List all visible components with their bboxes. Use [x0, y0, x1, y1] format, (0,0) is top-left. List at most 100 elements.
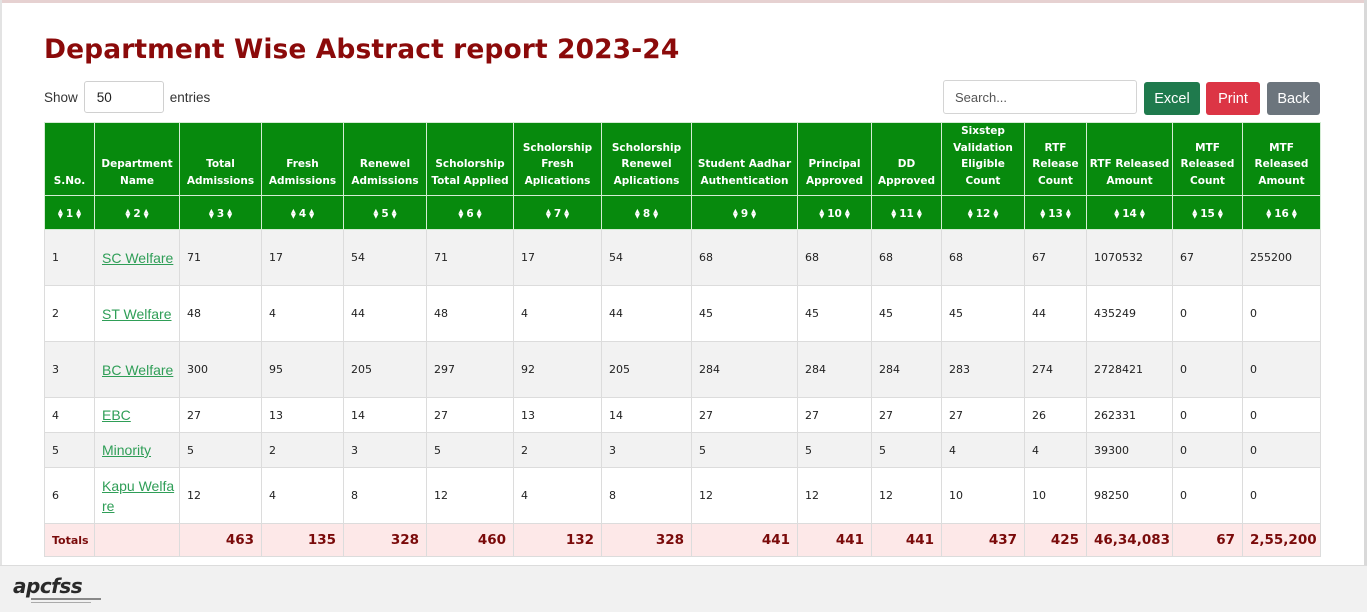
- sort-arrows-icon[interactable]: ▲ ▼: [1114, 207, 1120, 221]
- sort-row: ▲ ▼ 1 ▲ ▼ ▲ ▼ 2 ▲ ▼ ▲ ▼ 3 ▲ ▼ ▲ ▼ 4 ▲ ▼ ▲ ▼ 5 ▲ ▼ ▲ ▼ 6 ▲ ▼ ▲ ▼ 7 ▲ ▼ ▲ ▼ 8 ▲ ▼…: [44, 195, 1321, 230]
- column-header-12[interactable]: Sixstep Validation Eligible Count: [941, 122, 1025, 196]
- column-header-6[interactable]: Scholorship Total Applied: [426, 122, 514, 196]
- sort-control[interactable]: ▲ ▼ 11 ▲ ▼: [891, 206, 922, 223]
- department-link[interactable]: Kapu Welfare: [102, 477, 175, 514]
- back-button[interactable]: Back: [1267, 82, 1320, 115]
- department-link[interactable]: EBC: [102, 407, 131, 423]
- department-link[interactable]: SC Welfare: [102, 249, 174, 266]
- sort-control[interactable]: ▲ ▼ 16 ▲ ▼: [1266, 206, 1297, 223]
- department-link[interactable]: ST Welfare: [102, 305, 172, 322]
- column-header-13[interactable]: RTF Release Count: [1024, 122, 1087, 196]
- sort-arrows-icon[interactable]: ▲ ▼: [143, 207, 149, 221]
- sort-index-label: 12: [975, 208, 991, 221]
- sort-arrows-icon[interactable]: ▲ ▼: [1291, 207, 1297, 221]
- top-border: [0, 0, 1367, 3]
- sort-arrows-icon[interactable]: ▲ ▼: [391, 207, 397, 221]
- excel-button[interactable]: Excel: [1144, 82, 1200, 115]
- sort-cell-14[interactable]: ▲ ▼ 14 ▲ ▼: [1086, 195, 1173, 230]
- column-header-10[interactable]: Principal Approved: [797, 122, 872, 196]
- scrollbar[interactable]: [1364, 0, 1367, 565]
- sort-cell-6[interactable]: ▲ ▼ 6 ▲ ▼: [426, 195, 514, 230]
- sort-cell-15[interactable]: ▲ ▼ 15 ▲ ▼: [1172, 195, 1243, 230]
- sort-control[interactable]: ▲ ▼ 3 ▲ ▼: [209, 206, 232, 223]
- sort-arrows-icon[interactable]: ▲ ▼: [125, 207, 131, 221]
- sort-control[interactable]: ▲ ▼ 8 ▲ ▼: [635, 206, 658, 223]
- print-button[interactable]: Print: [1206, 82, 1260, 115]
- column-header-5[interactable]: Renewel Admissions: [343, 122, 427, 196]
- column-header-16[interactable]: MTF Released Amount: [1242, 122, 1321, 196]
- sort-cell-3[interactable]: ▲ ▼ 3 ▲ ▼: [179, 195, 262, 230]
- sort-cell-16[interactable]: ▲ ▼ 16 ▲ ▼: [1242, 195, 1321, 230]
- sort-arrows-icon[interactable]: ▲ ▼: [891, 207, 897, 221]
- sort-control[interactable]: ▲ ▼ 7 ▲ ▼: [546, 206, 569, 223]
- sort-arrows-icon[interactable]: ▲ ▼: [916, 207, 922, 221]
- table-cell: 44: [343, 285, 427, 342]
- sort-cell-11[interactable]: ▲ ▼ 11 ▲ ▼: [871, 195, 942, 230]
- sort-control[interactable]: ▲ ▼ 15 ▲ ▼: [1192, 206, 1223, 223]
- sort-arrows-icon[interactable]: ▲ ▼: [564, 207, 570, 221]
- sort-arrows-icon[interactable]: ▲ ▼: [76, 207, 82, 221]
- department-cell: BC Welfare: [94, 341, 180, 398]
- sort-arrows-icon[interactable]: ▲ ▼: [653, 207, 659, 221]
- sort-cell-13[interactable]: ▲ ▼ 13 ▲ ▼: [1024, 195, 1087, 230]
- column-header-11[interactable]: DD Approved: [871, 122, 942, 196]
- sort-arrows-icon[interactable]: ▲ ▼: [476, 207, 482, 221]
- column-header-4[interactable]: Fresh Admissions: [261, 122, 344, 196]
- sort-cell-2[interactable]: ▲ ▼ 2 ▲ ▼: [94, 195, 180, 230]
- column-header-14[interactable]: RTF Released Amount: [1086, 122, 1173, 196]
- entries-select[interactable]: 50: [83, 81, 164, 113]
- sort-cell-8[interactable]: ▲ ▼ 8 ▲ ▼: [601, 195, 692, 230]
- header-row: S.No. Department Name Total Admissions Fres…: [44, 122, 1321, 196]
- sort-control[interactable]: ▲ ▼ 5 ▲ ▼: [373, 206, 396, 223]
- sort-arrows-icon[interactable]: ▲ ▼: [373, 207, 379, 221]
- sort-arrows-icon[interactable]: ▲ ▼: [1217, 207, 1223, 221]
- column-header-1[interactable]: S.No.: [44, 122, 95, 196]
- department-link[interactable]: Minority: [102, 442, 152, 458]
- column-header-3[interactable]: Total Admissions: [179, 122, 262, 196]
- sort-arrows-icon[interactable]: ▲ ▼: [732, 207, 738, 221]
- sort-arrows-icon[interactable]: ▲ ▼: [819, 207, 825, 221]
- sort-arrows-icon[interactable]: ▲ ▼: [57, 207, 63, 221]
- column-header-9[interactable]: Student Aadhar Authentication: [691, 122, 798, 196]
- sort-cell-1[interactable]: ▲ ▼ 1 ▲ ▼: [44, 195, 95, 230]
- sort-control[interactable]: ▲ ▼ 4 ▲ ▼: [291, 206, 314, 223]
- sort-arrows-icon[interactable]: ▲ ▼: [1192, 207, 1198, 221]
- column-header-15[interactable]: MTF Released Count: [1172, 122, 1243, 196]
- sort-arrows-icon[interactable]: ▲ ▼: [967, 207, 973, 221]
- sort-control[interactable]: ▲ ▼ 12 ▲ ▼: [968, 206, 999, 223]
- sort-control[interactable]: ▲ ▼ 2 ▲ ▼: [125, 206, 148, 223]
- sort-arrows-icon[interactable]: ▲ ▼: [634, 207, 640, 221]
- sort-arrows-icon[interactable]: ▲ ▼: [1266, 207, 1272, 221]
- sort-cell-7[interactable]: ▲ ▼ 7 ▲ ▼: [513, 195, 602, 230]
- column-header-8[interactable]: Scholorship Renewel Aplications: [601, 122, 692, 196]
- sort-cell-9[interactable]: ▲ ▼ 9 ▲ ▼: [691, 195, 798, 230]
- column-header-2[interactable]: Department Name: [94, 122, 180, 196]
- sort-control[interactable]: ▲ ▼ 9 ▲ ▼: [733, 206, 756, 223]
- sort-arrows-icon[interactable]: ▲ ▼: [1065, 207, 1071, 221]
- search-input[interactable]: Search...: [943, 80, 1137, 114]
- sort-control[interactable]: ▲ ▼ 10 ▲ ▼: [819, 206, 850, 223]
- sort-arrows-icon[interactable]: ▲ ▼: [1040, 207, 1046, 221]
- sort-cell-5[interactable]: ▲ ▼ 5 ▲ ▼: [343, 195, 427, 230]
- department-link[interactable]: BC Welfare: [102, 361, 174, 378]
- sort-control[interactable]: ▲ ▼ 14 ▲ ▼: [1114, 206, 1145, 223]
- sort-arrows-icon[interactable]: ▲ ▼: [208, 207, 214, 221]
- sort-arrows-icon[interactable]: ▲ ▼: [993, 207, 999, 221]
- sort-control[interactable]: ▲ ▼ 13 ▲ ▼: [1040, 206, 1071, 223]
- sort-control[interactable]: ▲ ▼ 6 ▲ ▼: [458, 206, 481, 223]
- sort-arrows-icon[interactable]: ▲ ▼: [309, 207, 315, 221]
- table-cell: 12: [179, 467, 262, 524]
- totals-cell: 441: [691, 523, 798, 557]
- sort-cell-12[interactable]: ▲ ▼ 12 ▲ ▼: [941, 195, 1025, 230]
- column-header-7[interactable]: Scholorship Fresh Aplications: [513, 122, 602, 196]
- sort-arrows-icon[interactable]: ▲ ▼: [751, 207, 757, 221]
- sort-arrows-icon[interactable]: ▲ ▼: [545, 207, 551, 221]
- sort-control[interactable]: ▲ ▼ 1 ▲ ▼: [58, 206, 81, 223]
- sort-cell-4[interactable]: ▲ ▼ 4 ▲ ▼: [261, 195, 344, 230]
- sort-arrows-icon[interactable]: ▲ ▼: [290, 207, 296, 221]
- sort-cell-10[interactable]: ▲ ▼ 10 ▲ ▼: [797, 195, 872, 230]
- sort-arrows-icon[interactable]: ▲ ▼: [1139, 207, 1145, 221]
- sort-arrows-icon[interactable]: ▲ ▼: [227, 207, 233, 221]
- sort-arrows-icon[interactable]: ▲ ▼: [844, 207, 850, 221]
- sort-arrows-icon[interactable]: ▲ ▼: [458, 207, 464, 221]
